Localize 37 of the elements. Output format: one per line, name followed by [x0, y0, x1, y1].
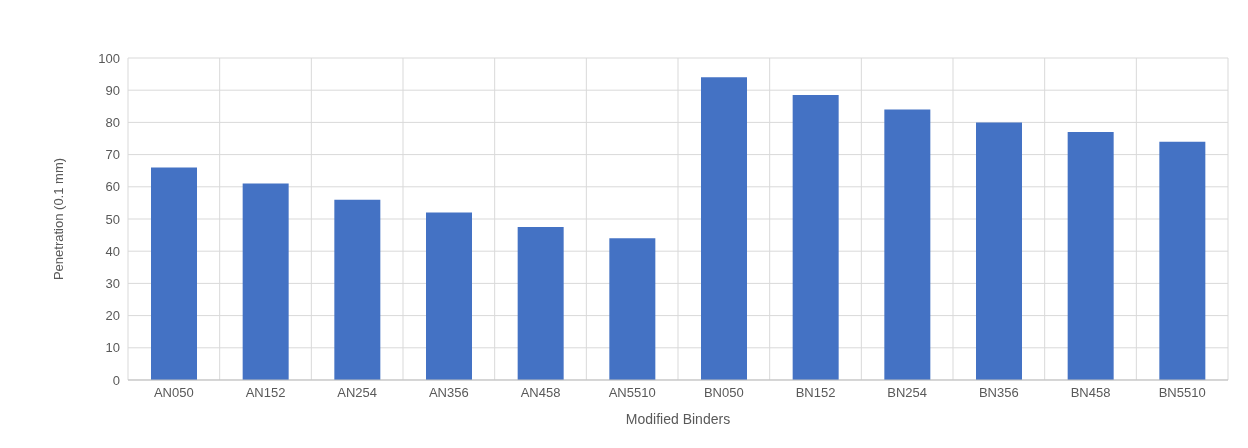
x-tick-label: AN254 [337, 385, 378, 401]
x-tick-label: BN050 [703, 385, 744, 401]
bar [517, 227, 564, 380]
y-tick-label: 80 [105, 115, 120, 131]
y-tick-label: 20 [105, 308, 120, 324]
bar [426, 212, 472, 380]
x-axis-title: Modified Binders [625, 411, 731, 427]
x-tick-label: AN5510 [608, 385, 656, 401]
x-tick-label: AN356 [428, 385, 469, 401]
x-tick-label: BN152 [795, 385, 836, 401]
bar [976, 122, 1022, 380]
bar [609, 238, 656, 380]
bar [1067, 132, 1114, 380]
x-tick-label: AN050 [153, 385, 194, 401]
x-tick-label: AN152 [245, 385, 286, 401]
y-tick-label: 60 [105, 179, 120, 195]
bar [701, 77, 747, 380]
y-axis-title: Penetration (0.1 mm) [50, 157, 66, 281]
bar [1159, 141, 1206, 380]
y-tick-label: 10 [105, 340, 120, 356]
x-tick-label: BN254 [887, 385, 928, 401]
bar [242, 183, 289, 380]
bar [334, 199, 381, 380]
x-tick-label: BN356 [978, 385, 1019, 401]
x-tick-label: BN5510 [1158, 385, 1206, 401]
y-tick-label: 40 [105, 243, 120, 259]
x-tick-label: AN458 [520, 385, 561, 401]
y-tick-label: 90 [105, 82, 120, 98]
y-tick-label: 50 [105, 211, 120, 227]
y-tick-label: 0 [112, 372, 120, 388]
y-tick-label: 100 [98, 50, 120, 66]
bar [792, 95, 839, 380]
bar [151, 167, 197, 380]
y-tick-label: 70 [105, 147, 120, 163]
y-tick-label: 30 [105, 276, 120, 292]
bar [884, 109, 931, 380]
x-tick-label: BN458 [1070, 385, 1111, 401]
